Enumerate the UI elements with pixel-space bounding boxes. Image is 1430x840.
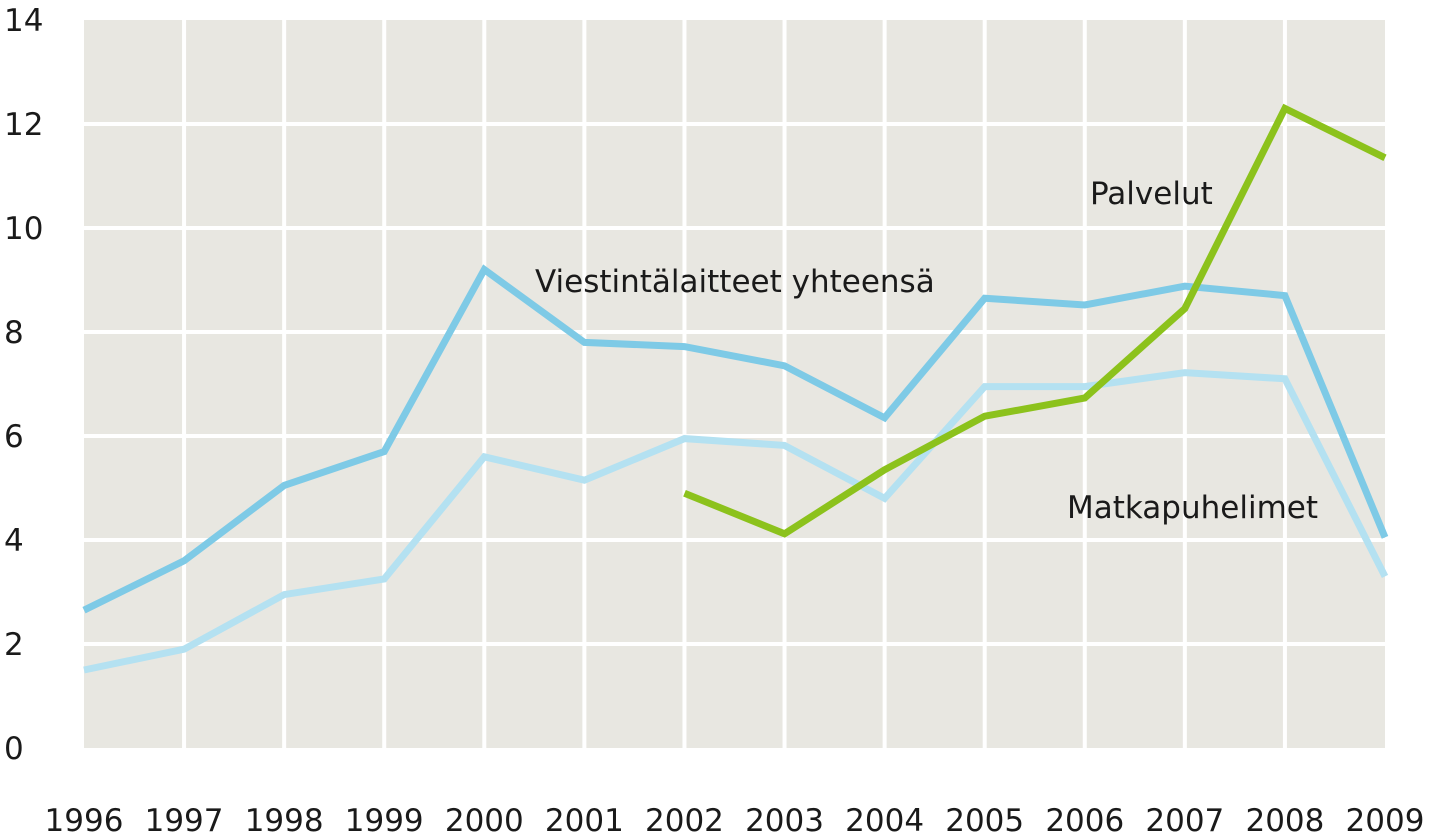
y-tick-label: 10 [4,211,43,247]
x-tick-label: 2002 [645,803,724,839]
series-label-matkapuhelimet: Matkapuhelimet [1067,490,1318,526]
series-line-viestintalaitteet [82,264,1389,614]
y-tick-label: 4 [4,523,24,559]
x-tick-label: 2005 [945,803,1024,839]
series-label-viestintalaitteet: Viestintälaitteet yhteensä [535,264,935,300]
y-axis-ticks: 0 2 4 6 8 10 12 14 [4,3,43,767]
x-tick-label: 2006 [1045,803,1124,839]
x-tick-label: 2009 [1346,803,1425,839]
x-tick-label: 2003 [745,803,824,839]
y-tick-label: 6 [4,419,24,455]
y-tick-label: 8 [4,315,24,351]
x-tick-label: 2004 [845,803,924,839]
series-line-palvelut [683,103,1387,538]
series-lines [82,103,1389,674]
x-tick-label: 1997 [145,803,224,839]
y-tick-label: 2 [4,627,24,663]
x-tick-label: 2001 [545,803,624,839]
x-tick-label: 1998 [245,803,324,839]
x-tick-label: 2008 [1245,803,1324,839]
x-tick-label: 2000 [445,803,524,839]
series-line-matkapuhelimet [83,369,1389,674]
x-tick-label: 1996 [45,803,124,839]
plot-background [84,20,1385,748]
series-label-palvelut: Palvelut [1090,176,1213,212]
y-tick-label: 0 [4,731,24,767]
y-tick-label: 14 [4,3,43,39]
x-tick-label: 1999 [345,803,424,839]
x-tick-label: 2007 [1145,803,1224,839]
series-labels: Viestintälaitteet yhteensä Matkapuhelime… [535,176,1318,526]
x-axis-ticks: 1996 1997 1998 1999 2000 2001 2002 2003 2004 2005… [45,803,1425,839]
y-tick-label: 12 [4,107,43,143]
